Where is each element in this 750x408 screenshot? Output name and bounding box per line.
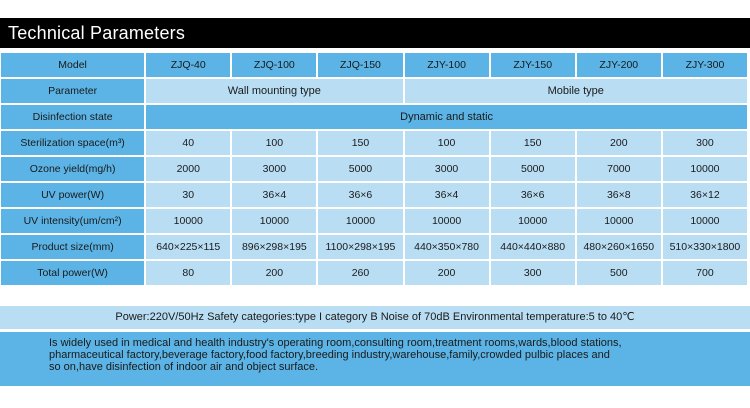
table-cell: 36×12 bbox=[662, 183, 747, 207]
table-cell: 10000 bbox=[146, 209, 231, 233]
table-cell: 896×298×195 bbox=[232, 235, 317, 259]
power-specs-line: Power:220V/50Hz Safety categories:type I… bbox=[0, 306, 750, 329]
description-line: Is widely used in medical and health ind… bbox=[49, 337, 622, 349]
model-label: Model bbox=[1, 53, 145, 77]
table-cell: 200 bbox=[232, 261, 317, 285]
table-cell: 10000 bbox=[662, 209, 747, 233]
disinfection-label: Disinfection state bbox=[1, 105, 145, 129]
table-cell: 36×4 bbox=[232, 183, 317, 207]
row-label: Sterilization space(m³) bbox=[1, 131, 145, 155]
table-row: Total power(W) 80 200 260 200 300 500 70… bbox=[1, 261, 747, 285]
model-cell: ZJY-200 bbox=[576, 53, 661, 77]
table-cell: 3000 bbox=[404, 157, 489, 181]
model-cell: ZJY-100 bbox=[404, 53, 489, 77]
table-cell: 36×6 bbox=[318, 183, 403, 207]
table-cell: 36×6 bbox=[490, 183, 575, 207]
table-cell: 100 bbox=[232, 131, 317, 155]
description-line: so on,have disinfection of indoor air an… bbox=[49, 361, 319, 373]
table-cell: 5000 bbox=[318, 157, 403, 181]
table-cell: 36×8 bbox=[576, 183, 661, 207]
table-cell: 10000 bbox=[662, 157, 747, 181]
table-row: Sterilization space(m³) 40 100 150 100 1… bbox=[1, 131, 747, 155]
table-row: UV intensity(um/cm²) 10000 10000 10000 1… bbox=[1, 209, 747, 233]
table-cell: 510×330×1800 bbox=[662, 235, 747, 259]
table-cell: 100 bbox=[404, 131, 489, 155]
table-cell: 150 bbox=[490, 131, 575, 155]
table-cell: 1100×298×195 bbox=[318, 235, 403, 259]
parameters-table-wrap: Model ZJQ-40 ZJQ-100 ZJQ-150 ZJY-100 ZJY… bbox=[0, 51, 750, 287]
table-cell: 80 bbox=[146, 261, 231, 285]
table-cell: 10000 bbox=[576, 209, 661, 233]
model-cell: ZJY-150 bbox=[490, 53, 575, 77]
row-label: Ozone yield(mg/h) bbox=[1, 157, 145, 181]
table-cell: 40 bbox=[146, 131, 231, 155]
table-cell: 10000 bbox=[232, 209, 317, 233]
table-cell: 200 bbox=[576, 131, 661, 155]
model-cell: ZJQ-150 bbox=[318, 53, 403, 77]
page-title: Technical Parameters bbox=[0, 18, 750, 48]
table-row: Ozone yield(mg/h) 2000 3000 5000 3000 50… bbox=[1, 157, 747, 181]
row-label: UV power(W) bbox=[1, 183, 145, 207]
description-line: pharmaceutical factory,beverage factory,… bbox=[49, 349, 610, 361]
parameter-row: Parameter Wall mounting type Mobile type bbox=[1, 79, 747, 103]
table-row: UV power(W) 30 36×4 36×6 36×4 36×6 36×8 … bbox=[1, 183, 747, 207]
table-cell: 480×260×1650 bbox=[576, 235, 661, 259]
table-cell: 200 bbox=[404, 261, 489, 285]
table-cell: 10000 bbox=[490, 209, 575, 233]
parameters-table: Model ZJQ-40 ZJQ-100 ZJQ-150 ZJY-100 ZJY… bbox=[0, 51, 749, 287]
table-cell: 5000 bbox=[490, 157, 575, 181]
table-cell: 700 bbox=[662, 261, 747, 285]
parameter-label: Parameter bbox=[1, 79, 145, 103]
table-cell: 30 bbox=[146, 183, 231, 207]
table-cell: 260 bbox=[318, 261, 403, 285]
mobile-type: Mobile type bbox=[404, 79, 747, 103]
model-row: Model ZJQ-40 ZJQ-100 ZJQ-150 ZJY-100 ZJY… bbox=[1, 53, 747, 77]
row-label: UV intensity(um/cm²) bbox=[1, 209, 145, 233]
model-cell: ZJQ-40 bbox=[146, 53, 231, 77]
table-cell: 10000 bbox=[318, 209, 403, 233]
table-cell: 7000 bbox=[576, 157, 661, 181]
table-cell: 10000 bbox=[404, 209, 489, 233]
model-cell: ZJQ-100 bbox=[232, 53, 317, 77]
table-cell: 36×4 bbox=[404, 183, 489, 207]
table-cell: 150 bbox=[318, 131, 403, 155]
table-cell: 440×440×880 bbox=[490, 235, 575, 259]
table-cell: 300 bbox=[662, 131, 747, 155]
model-cell: ZJY-300 bbox=[662, 53, 747, 77]
row-label: Product size(mm) bbox=[1, 235, 145, 259]
table-cell: 440×350×780 bbox=[404, 235, 489, 259]
disinfection-value: Dynamic and static bbox=[146, 105, 747, 129]
table-cell: 500 bbox=[576, 261, 661, 285]
wall-mounting-type: Wall mounting type bbox=[146, 79, 403, 103]
table-cell: 300 bbox=[490, 261, 575, 285]
disinfection-row: Disinfection state Dynamic and static bbox=[1, 105, 747, 129]
table-cell: 2000 bbox=[146, 157, 231, 181]
table-cell: 640×225×115 bbox=[146, 235, 231, 259]
table-cell: 3000 bbox=[232, 157, 317, 181]
usage-description: Is widely used in medical and health ind… bbox=[0, 332, 750, 386]
row-label: Total power(W) bbox=[1, 261, 145, 285]
table-row: Product size(mm) 640×225×115 896×298×195… bbox=[1, 235, 747, 259]
